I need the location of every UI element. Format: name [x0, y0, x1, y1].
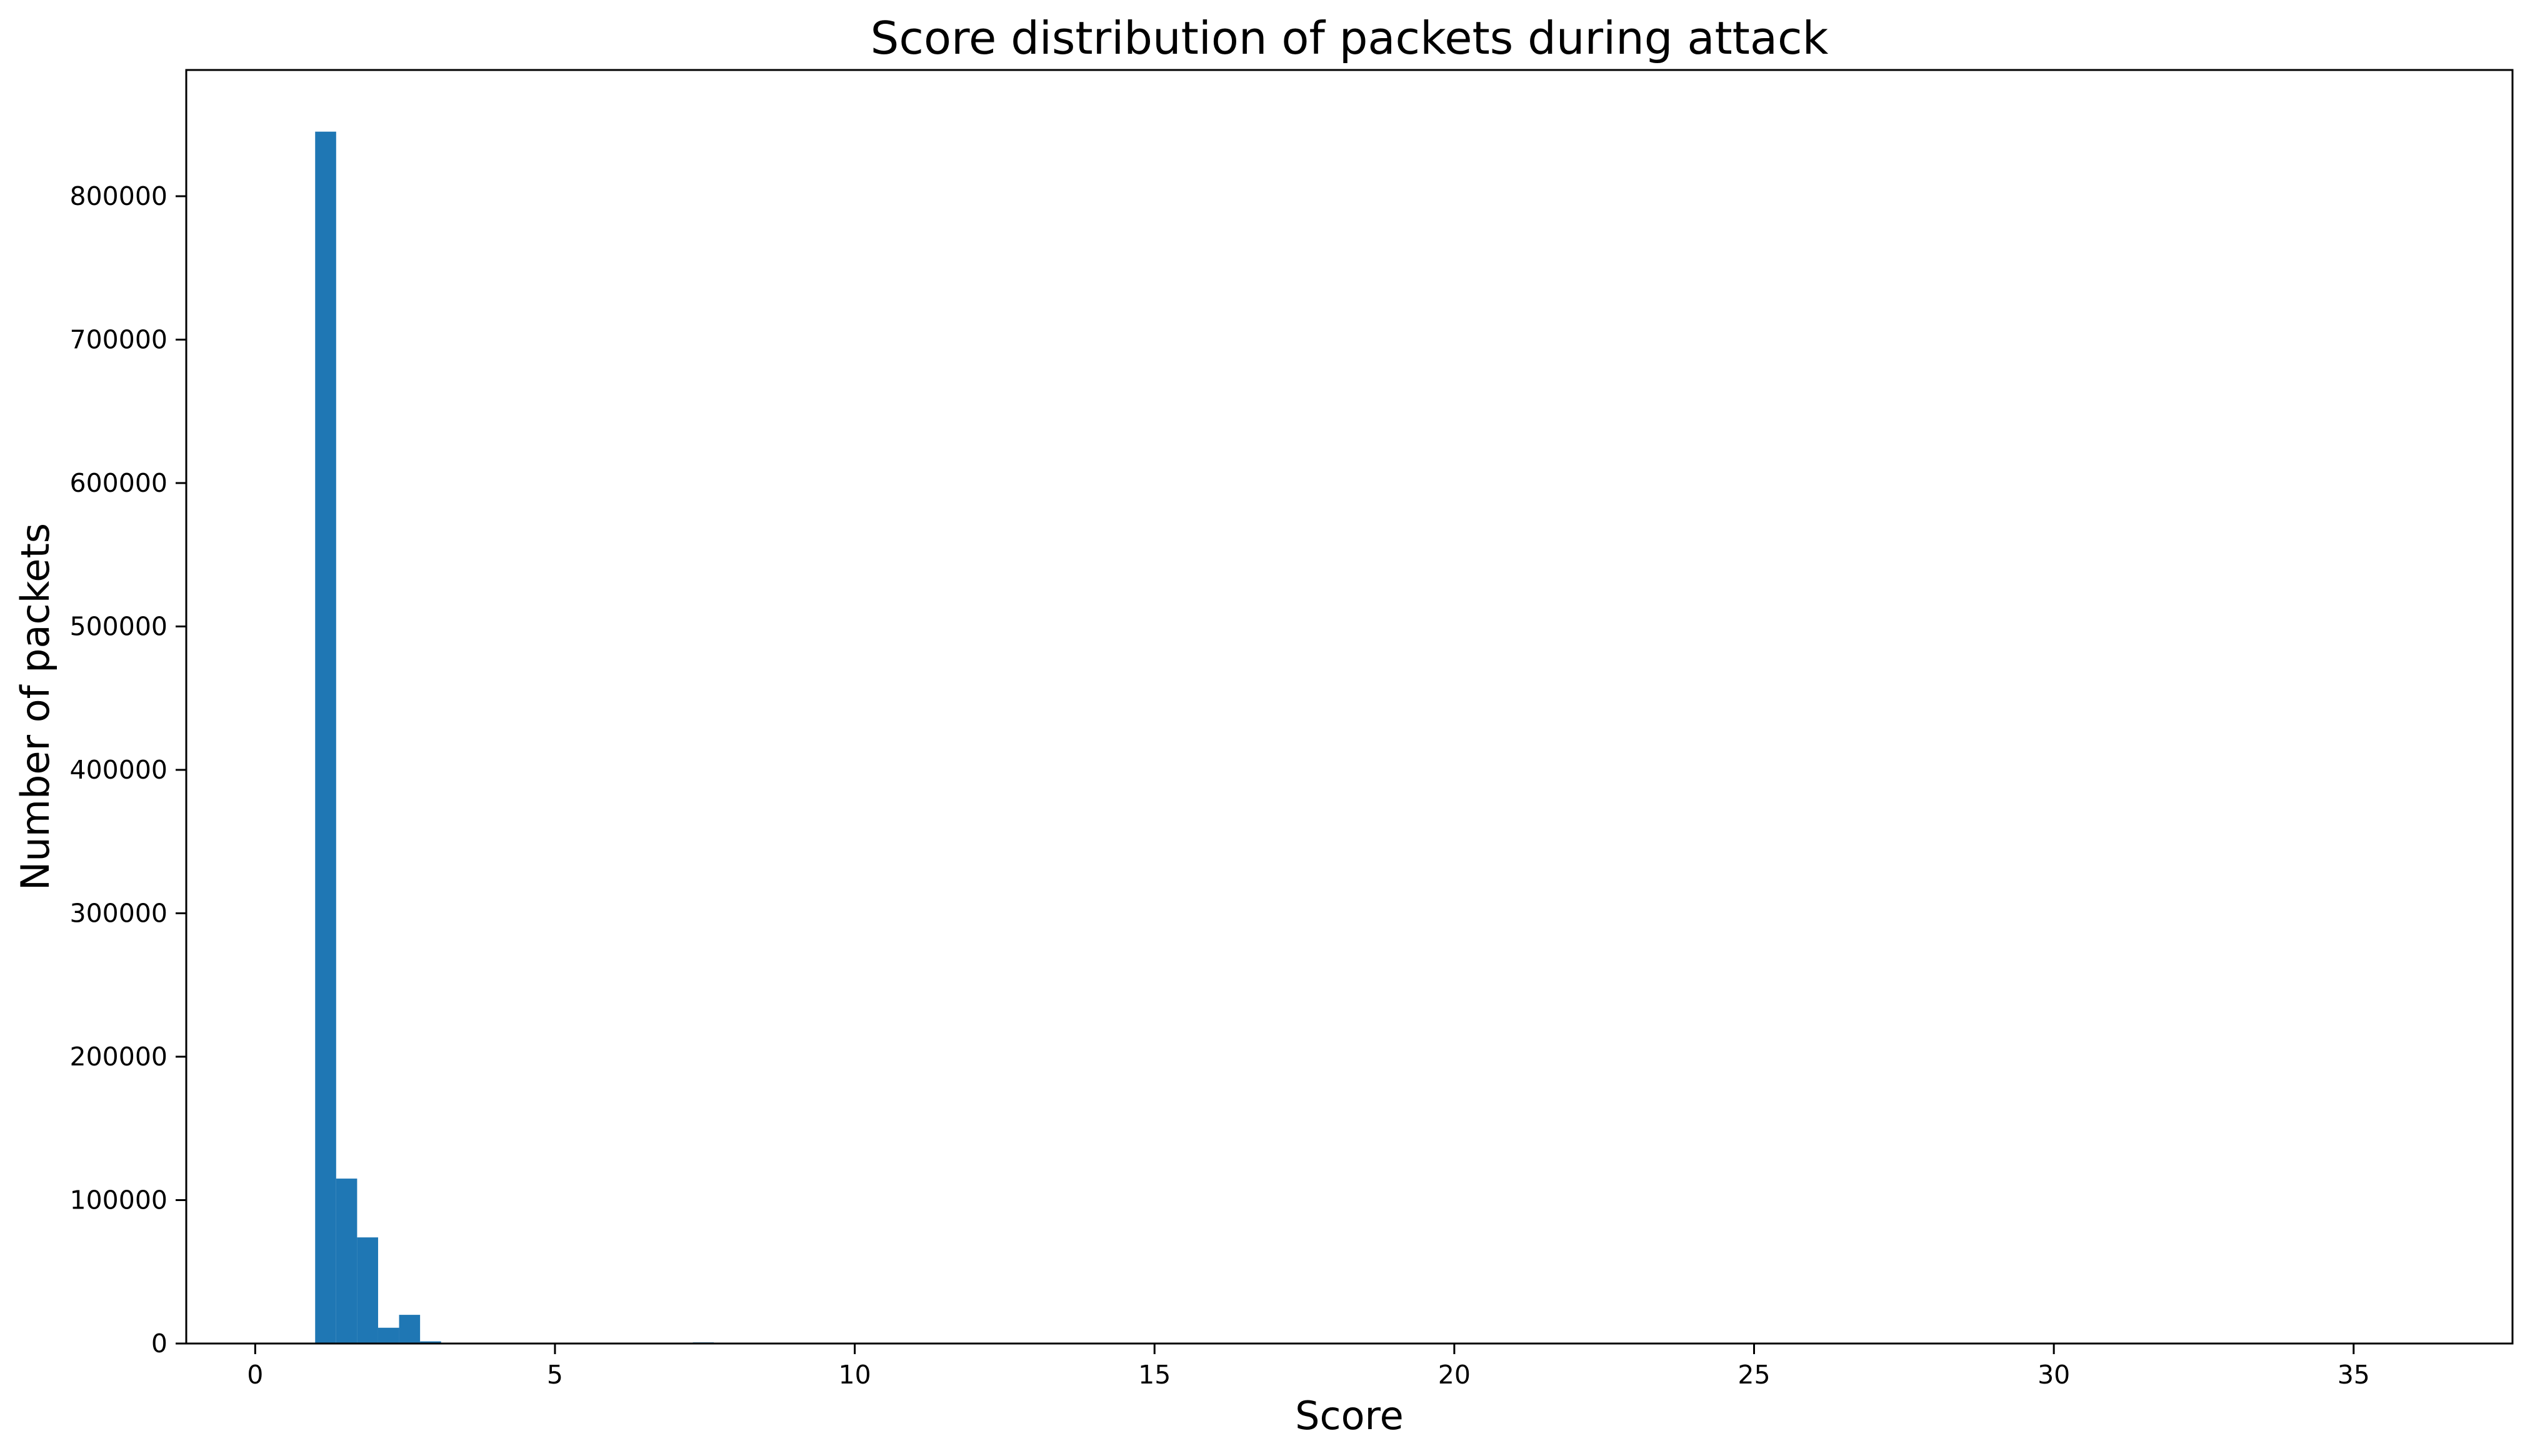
y-tick-label: 200000 — [69, 1042, 168, 1072]
y-tick-label: 500000 — [69, 611, 168, 641]
x-axis: 0 5 10 15 20 25 30 35 — [247, 1344, 2370, 1390]
histogram-bar-1 — [336, 1179, 358, 1344]
y-tick-label: 600000 — [69, 468, 168, 498]
x-axis-label: Score — [1295, 1393, 1404, 1439]
y-tick-label: 400000 — [69, 755, 168, 785]
histogram-bar-4 — [399, 1315, 421, 1344]
y-tick-label: 300000 — [69, 898, 168, 928]
x-tick-label: 30 — [2038, 1360, 2070, 1390]
x-tick-label: 15 — [1138, 1360, 1171, 1390]
histogram-bar-0 — [315, 131, 336, 1344]
x-tick-label: 0 — [247, 1360, 263, 1390]
x-tick-label: 5 — [547, 1360, 563, 1390]
y-axis: 0 100000 200000 300000 400000 500000 600000 700… — [69, 181, 186, 1359]
x-tick-label: 10 — [839, 1360, 871, 1390]
histogram-bar-3 — [378, 1327, 399, 1344]
y-tick-label: 0 — [151, 1329, 168, 1359]
histogram-bar-5 — [420, 1341, 441, 1344]
x-tick-label: 35 — [2338, 1360, 2370, 1390]
x-tick-label: 25 — [1738, 1360, 1770, 1390]
plot-frame — [185, 69, 2514, 1345]
y-tick-label: 700000 — [69, 324, 168, 354]
bars-group — [315, 131, 714, 1344]
y-axis-label: Number of packets — [12, 523, 58, 890]
y-tick-label: 800000 — [69, 181, 168, 211]
histogram-bar-2 — [357, 1237, 378, 1344]
y-tick-label: 100000 — [69, 1185, 168, 1215]
plot-area — [185, 69, 2514, 1345]
x-tick-label: 20 — [1438, 1360, 1471, 1390]
chart-title: Score distribution of packets during att… — [871, 12, 1829, 64]
